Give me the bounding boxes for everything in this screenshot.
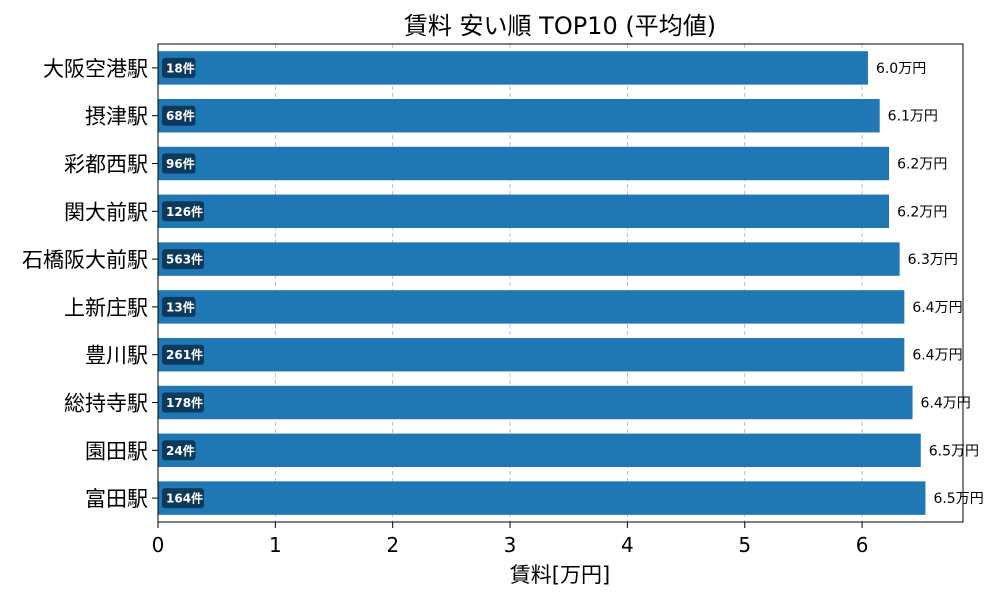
bar	[158, 51, 868, 85]
bar	[158, 290, 905, 324]
count-label: 164件	[166, 491, 203, 506]
bar	[158, 433, 921, 468]
bar	[158, 194, 890, 229]
category-label: 豊川駅	[85, 344, 148, 368]
value-label: 6.4万円	[912, 348, 962, 364]
count-label: 68件	[166, 108, 195, 123]
count-badge	[162, 296, 196, 317]
bars: 18件 6.0万円 68件 6.1万円 96件 6.2万円 126件 6.2万円 563件 6.3…	[158, 51, 984, 515]
x-axis-ticks: 0 1 2 3 4 5 6	[152, 522, 869, 557]
bar	[158, 98, 880, 133]
x-tick-label: 0	[152, 533, 165, 557]
value-label: 6.2万円	[897, 157, 947, 173]
count-badge	[162, 249, 204, 270]
chart-title: 賃料 安い順 TOP10 (平均値)	[404, 12, 716, 40]
x-tick-label: 5	[738, 533, 751, 557]
x-tick-label: 6	[856, 533, 869, 557]
x-axis-label: 賃料[万円]	[510, 563, 610, 587]
count-label: 18件	[166, 60, 195, 75]
count-label: 178件	[166, 395, 203, 410]
category-label: 関大前駅	[64, 200, 148, 224]
value-label: 6.4万円	[921, 396, 971, 412]
count-badge	[162, 488, 204, 509]
value-label: 6.5万円	[929, 443, 979, 459]
category-label: 石橋阪大前駅	[22, 248, 148, 272]
count-badge	[162, 392, 204, 413]
bar	[158, 481, 926, 515]
count-badge	[162, 344, 204, 365]
count-label: 563件	[166, 252, 203, 267]
count-badge	[162, 153, 196, 174]
bar	[158, 146, 890, 181]
bar	[158, 242, 900, 276]
value-label: 6.3万円	[908, 252, 958, 268]
count-badge	[162, 440, 196, 461]
category-label: 大阪空港駅	[43, 57, 148, 81]
count-badge	[162, 105, 196, 126]
count-label: 96件	[166, 156, 195, 171]
value-label: 6.4万円	[912, 300, 962, 316]
category-label: 上新庄駅	[64, 296, 148, 320]
value-label: 6.1万円	[888, 109, 938, 125]
category-label: 富田駅	[85, 487, 148, 511]
plot-frame	[157, 43, 964, 523]
value-label: 6.0万円	[876, 61, 926, 77]
category-label: 彩都西駅	[64, 153, 148, 177]
count-label: 13件	[166, 299, 195, 314]
value-label: 6.2万円	[897, 204, 947, 220]
category-label: 園田駅	[85, 439, 148, 463]
bar	[158, 337, 905, 372]
bar	[158, 385, 913, 420]
x-tick-label: 3	[504, 533, 517, 557]
category-label: 摂津駅	[85, 105, 148, 129]
count-label: 126件	[166, 204, 203, 219]
x-tick-label: 1	[269, 533, 282, 557]
x-tick-label: 4	[621, 533, 634, 557]
category-label: 総持寺駅	[64, 392, 148, 416]
count-label: 261件	[166, 347, 203, 362]
value-label: 6.5万円	[933, 491, 983, 507]
x-tick-label: 2	[386, 533, 399, 557]
count-badge	[162, 57, 196, 78]
plot-border	[157, 43, 964, 523]
count-badge	[162, 201, 204, 222]
count-label: 24件	[166, 443, 195, 458]
